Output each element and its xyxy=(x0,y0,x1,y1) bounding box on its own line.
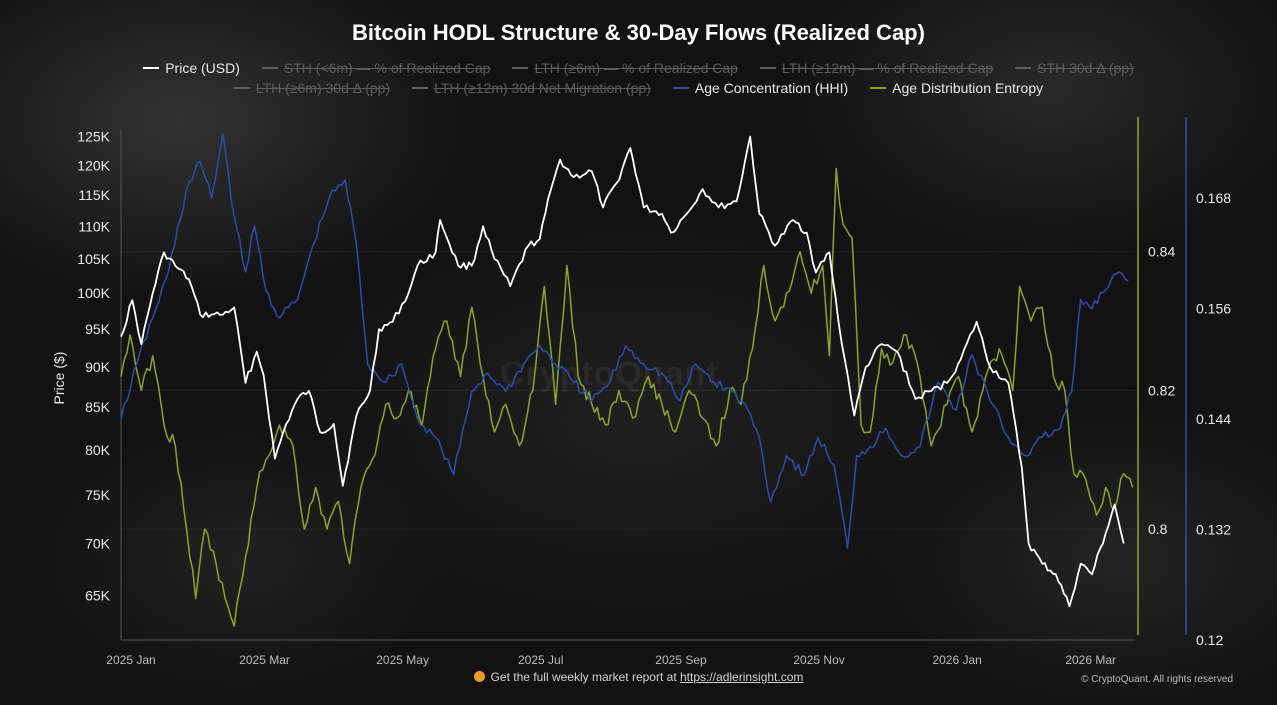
legend-swatch xyxy=(672,87,689,89)
legend-label: STH (<6m) — % of Realized Cap xyxy=(283,60,491,76)
legend-item[interactable]: STH 30d Δ (pp) xyxy=(1015,60,1134,76)
x-tick-label: 2025 Sep xyxy=(655,653,707,667)
legend-swatch xyxy=(870,87,887,89)
entropy-tick-label: 0.84 xyxy=(1148,244,1175,260)
y-tick-label: 125K xyxy=(77,129,110,145)
entropy-tick-label: 0.82 xyxy=(1148,382,1175,398)
y-tick-label: 80K xyxy=(85,442,111,458)
legend-label: LTH (≥6m) 30d Δ (pp) xyxy=(255,80,391,96)
y-tick-label: 85K xyxy=(85,399,111,415)
y-tick-label: 70K xyxy=(85,535,111,551)
y-tick-label: 105K xyxy=(77,251,110,267)
legend-item[interactable]: Age Distribution Entropy xyxy=(870,80,1043,96)
y-tick-label: 110K xyxy=(78,218,110,234)
chart-legend: Price (USD) STH (<6m) — % of Realized Cap… xyxy=(0,60,1277,96)
x-tick-label: 2025 Jan xyxy=(106,653,155,667)
x-tick-label: 2025 Jul xyxy=(518,653,563,667)
y-tick-label: 75K xyxy=(85,487,111,503)
footer-text: Get the full weekly market report at xyxy=(490,670,677,684)
legend-label: Price (USD) xyxy=(165,60,240,76)
legend-label: Age Concentration (HHI) xyxy=(694,80,849,96)
hhi-tick-label: 0.12 xyxy=(1196,632,1223,648)
legend-swatch xyxy=(233,87,250,89)
y-tick-label: 100K xyxy=(77,285,110,301)
legend-item[interactable]: LTH (≥6m) — % of Realized Cap xyxy=(512,60,738,76)
legend-swatch xyxy=(512,67,529,69)
legend-item[interactable]: LTH (≥12m) — % of Realized Cap xyxy=(759,60,994,76)
y-tick-label: 95K xyxy=(85,321,111,337)
legend-label: STH 30d Δ (pp) xyxy=(1037,60,1134,76)
legend-item[interactable]: Price (USD) xyxy=(143,60,240,76)
hhi-tick-label: 0.168 xyxy=(1196,190,1231,206)
legend-swatch xyxy=(412,87,429,89)
entropy-tick-label: 0.8 xyxy=(1148,521,1168,537)
y-tick-label: 90K xyxy=(85,359,111,375)
hhi-tick-label: 0.156 xyxy=(1196,301,1231,317)
footer: Get the full weekly market report at htt… xyxy=(0,670,1277,684)
legend-swatch xyxy=(759,67,776,69)
y-axis-label: Price ($) xyxy=(51,352,67,405)
legend-label: LTH (≥12m) 30d Net Migration (pp) xyxy=(434,80,651,96)
entropy-series-line xyxy=(120,167,1134,627)
legend-item[interactable]: Age Concentration (HHI) xyxy=(672,80,849,96)
y-tick-label: 120K xyxy=(77,157,110,173)
legend-label: LTH (≥6m) — % of Realized Cap xyxy=(534,60,738,76)
legend-label: Age Distribution Entropy xyxy=(892,80,1044,96)
x-tick-label: 2026 Jan xyxy=(932,653,981,667)
report-link[interactable]: https://adlerinsight.com xyxy=(680,670,804,684)
price-series-line xyxy=(120,135,1125,608)
legend-swatch xyxy=(143,67,160,69)
hhi-tick-label: 0.144 xyxy=(1196,411,1231,427)
legend-item[interactable]: STH (<6m) — % of Realized Cap xyxy=(261,60,491,76)
legend-swatch xyxy=(1015,67,1032,69)
legend-item[interactable]: LTH (≥6m) 30d Δ (pp) xyxy=(233,80,391,96)
y-tick-label: 65K xyxy=(85,587,111,603)
copyright-text: © CryptoQuant. All rights reserved xyxy=(1081,674,1233,685)
legend-item[interactable]: LTH (≥12m) 30d Net Migration (pp) xyxy=(412,80,651,96)
legend-label: LTH (≥12m) — % of Realized Cap xyxy=(781,60,994,76)
x-tick-label: 2025 Nov xyxy=(793,653,844,667)
x-tick-label: 2025 Mar xyxy=(239,653,290,667)
y-tick-label: 115K xyxy=(78,187,110,203)
coin-icon xyxy=(473,671,485,682)
legend-swatch xyxy=(261,67,278,69)
chart-title: Bitcoin HODL Structure & 30-Day Flows (R… xyxy=(352,20,925,45)
x-tick-label: 2025 May xyxy=(376,653,429,667)
hhi-tick-label: 0.132 xyxy=(1196,522,1231,538)
x-tick-label: 2026 Mar xyxy=(1065,653,1116,667)
hhi-series-line xyxy=(120,133,1129,549)
